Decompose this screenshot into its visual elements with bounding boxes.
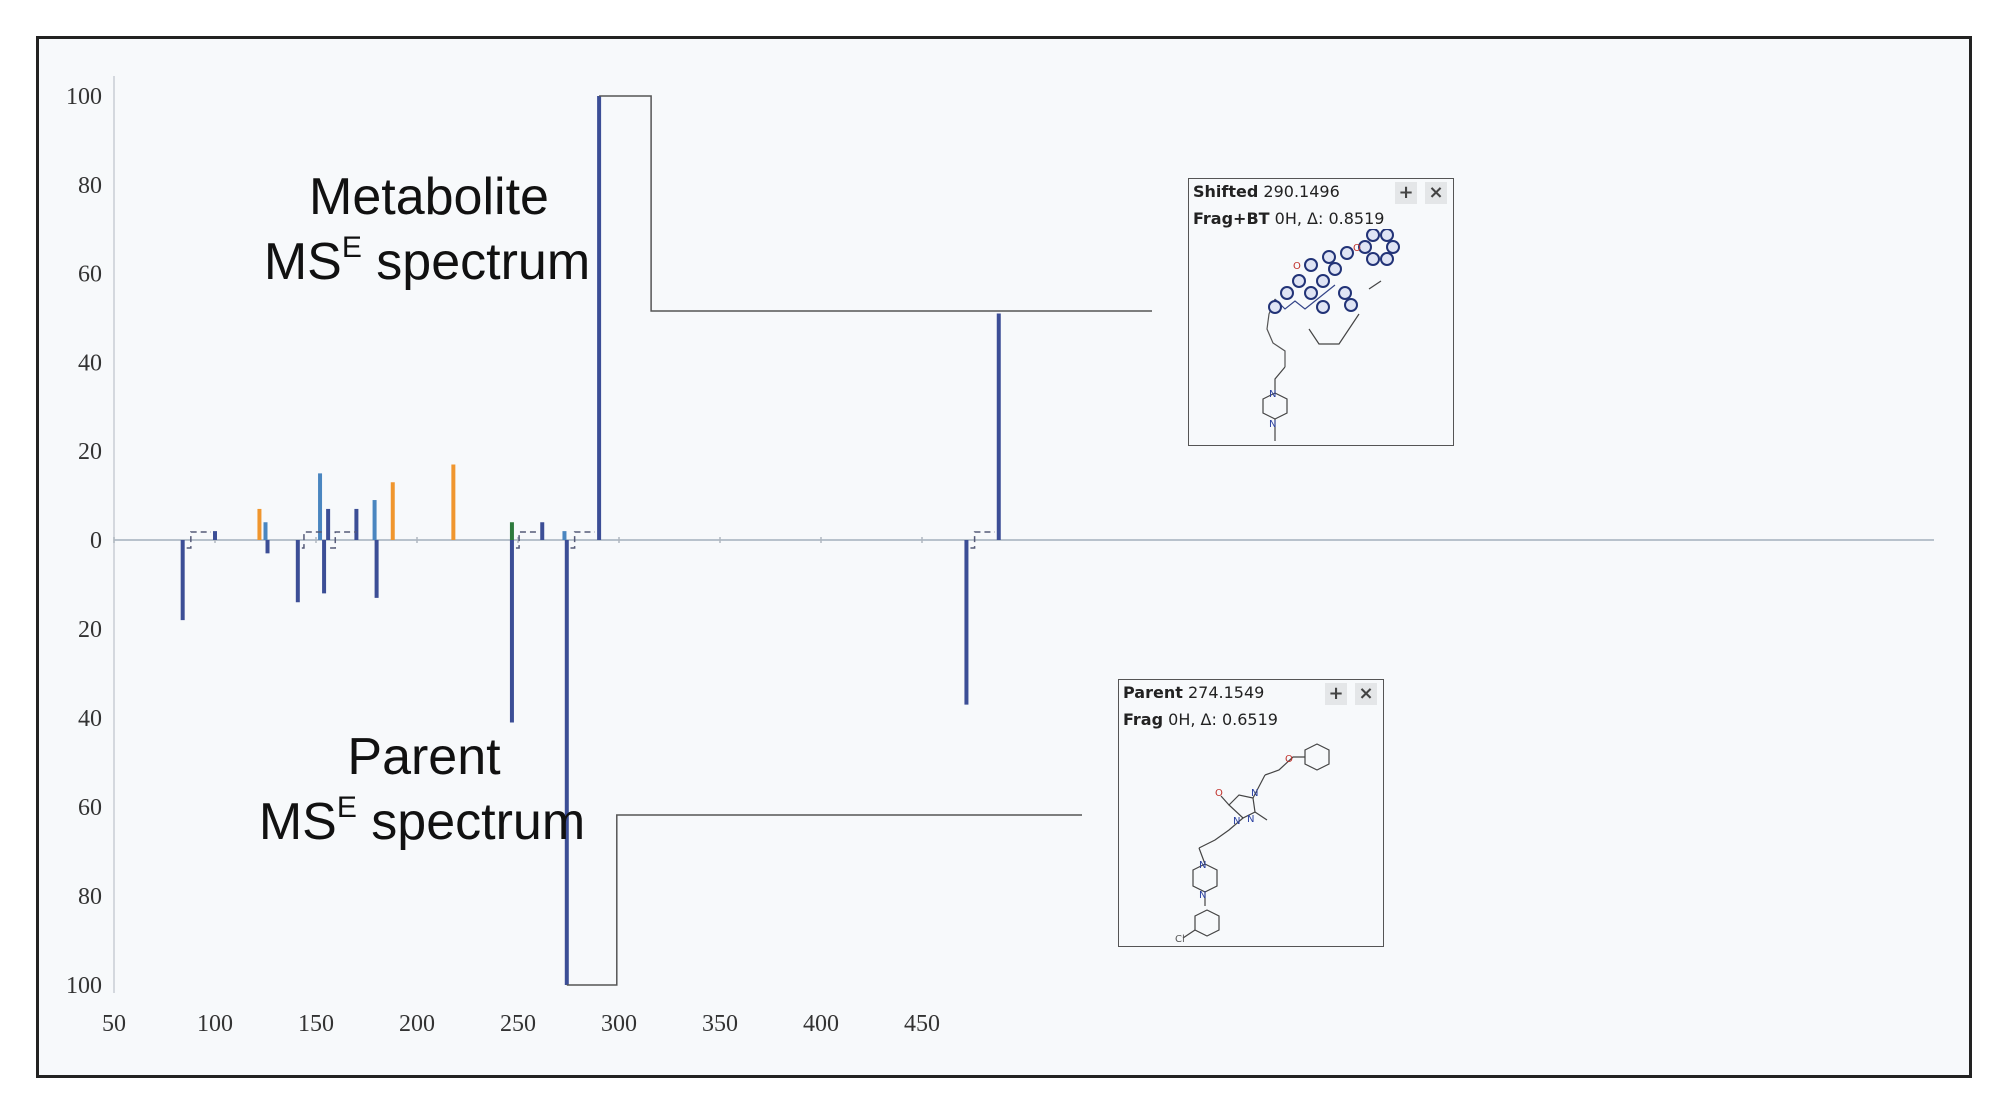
mass-shift-marker xyxy=(330,531,357,549)
plus-icon[interactable]: + xyxy=(1395,182,1417,204)
svg-text:N: N xyxy=(1199,860,1206,871)
svg-text:Cl: Cl xyxy=(1175,934,1185,942)
y-tick-label-top: 80 xyxy=(78,173,102,199)
y-tick-label-bottom: 80 xyxy=(78,884,102,910)
y-tick-label-top: 0 xyxy=(90,528,102,554)
parent-structure-image: O O N N N N N Cl xyxy=(1175,743,1330,942)
svg-text:N: N xyxy=(1233,816,1240,827)
mass-shift-marker xyxy=(570,531,595,549)
popup-shifted-label: Shifted xyxy=(1193,182,1259,201)
x-tick-label: 200 xyxy=(399,1011,435,1037)
metabolite-structure-image: O O N N Cl xyxy=(1262,229,1400,441)
popup-parent-mass: 274.1549 xyxy=(1182,683,1265,702)
x-tick-label: 100 xyxy=(197,1011,233,1037)
y-tick-label-top: 100 xyxy=(66,84,102,110)
svg-text:N: N xyxy=(1269,419,1276,430)
svg-text:N: N xyxy=(1251,788,1258,799)
svg-text:N: N xyxy=(1199,890,1206,901)
popup-fragment-row: Frag 0H, Δ: 0.6519 xyxy=(1123,710,1278,729)
y-tick-label-top: 60 xyxy=(78,262,102,288)
popup-parent-label: Parent xyxy=(1123,683,1183,702)
y-tick-label-bottom: 20 xyxy=(78,617,102,643)
metabolite-fragment-popup[interactable]: Shifted 290.1496 Frag+BT 0H, Δ: 0.8519 +… xyxy=(1188,178,1454,446)
mass-shift-marker xyxy=(970,531,995,549)
parent-popup-connector xyxy=(566,814,1082,986)
popup-fragment-detail: 0H, Δ: 0.8519 xyxy=(1269,209,1385,228)
metabolite-title: Metabolite xyxy=(309,168,549,226)
parent-fragment-popup[interactable]: Parent 274.1549 Frag 0H, Δ: 0.6519 + × O… xyxy=(1118,679,1384,947)
y-tick-label-top: 20 xyxy=(78,439,102,465)
svg-text:O: O xyxy=(1293,261,1301,272)
x-tick-label: 250 xyxy=(500,1011,536,1037)
mass-shift-marker xyxy=(515,531,539,549)
y-tick-label-top: 40 xyxy=(78,350,102,376)
chart-frame: 100 80 60 40 20 0 20 40 60 80 100 50 100 150 200 250 300… xyxy=(36,36,1972,1078)
x-tick-label: 350 xyxy=(702,1011,738,1037)
svg-text:N: N xyxy=(1247,814,1254,825)
svg-text:O: O xyxy=(1353,243,1361,254)
y-tick-label-bottom: 100 xyxy=(66,973,102,999)
chart-peaks xyxy=(180,96,1001,985)
y-tick-label-bottom: 60 xyxy=(78,795,102,821)
x-tick-label: 300 xyxy=(601,1011,637,1037)
popup-header-row: Shifted 290.1496 xyxy=(1193,182,1340,201)
mass-shift-marker xyxy=(186,531,211,549)
close-icon[interactable]: × xyxy=(1355,683,1377,705)
popup-fragment-label: Frag+BT xyxy=(1193,209,1270,228)
metabolite-popup-connector xyxy=(599,95,1152,312)
close-icon[interactable]: × xyxy=(1425,182,1447,204)
popup-fragment-row: Frag+BT 0H, Δ: 0.8519 xyxy=(1193,209,1384,228)
popup-fragment-label: Frag xyxy=(1123,710,1164,729)
y-tick-label-bottom: 40 xyxy=(78,706,102,732)
plus-icon[interactable]: + xyxy=(1325,683,1347,705)
parent-subtitle: MSE spectrum xyxy=(259,791,585,851)
x-tick-label: 400 xyxy=(803,1011,839,1037)
parent-title: Parent xyxy=(347,728,501,786)
x-tick-label: 150 xyxy=(298,1011,334,1037)
popup-header-row: Parent 274.1549 xyxy=(1123,683,1264,702)
metabolite-subtitle: MSE spectrum xyxy=(264,231,590,291)
svg-text:O: O xyxy=(1285,754,1293,765)
popup-connectors xyxy=(566,95,1152,986)
popup-shifted-mass: 290.1496 xyxy=(1258,182,1340,201)
mass-shift-marker xyxy=(301,531,323,549)
svg-text:O: O xyxy=(1215,788,1223,799)
x-tick-label: 450 xyxy=(904,1011,940,1037)
popup-fragment-detail: 0H, Δ: 0.6519 xyxy=(1163,710,1278,729)
svg-text:N: N xyxy=(1269,389,1276,400)
x-tick-label: 50 xyxy=(102,1011,126,1037)
